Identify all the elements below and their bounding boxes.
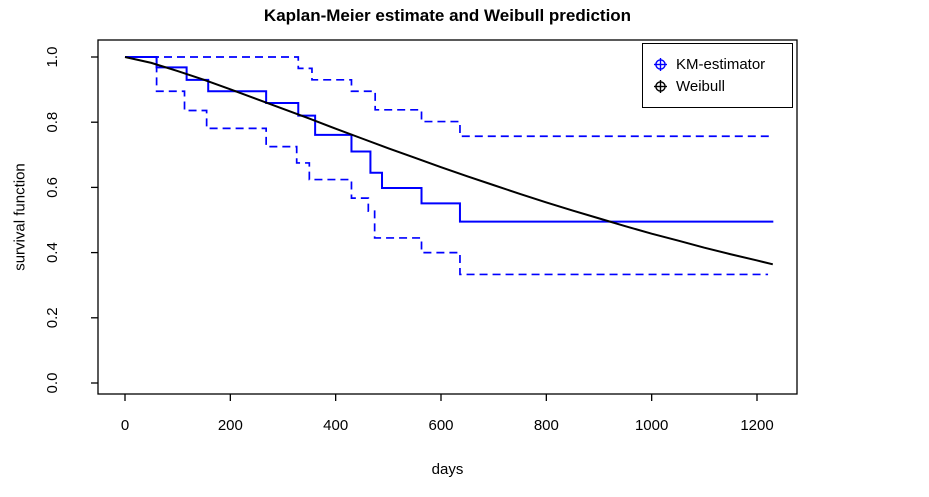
legend-item-weibull: Weibull [653, 75, 792, 97]
plot-border [97, 39, 798, 395]
x-tick-label: 1200 [740, 417, 773, 434]
legend-label: KM-estimator [676, 55, 766, 73]
series-km-ci-lower [125, 56, 769, 276]
y-axis-label: survival function [11, 163, 29, 271]
y-tick-label: 0.6 [44, 177, 61, 198]
x-tick-label: 400 [323, 417, 348, 434]
x-tick-label: 1000 [635, 417, 668, 434]
x-tick-label: 800 [534, 417, 559, 434]
x-tick-label: 600 [428, 417, 453, 434]
y-tick-label: 0.0 [44, 373, 61, 394]
y-tick-label: 0.2 [44, 307, 61, 328]
legend-item-km: KM-estimator [653, 53, 792, 75]
series-weibull [124, 56, 774, 266]
series-km-estimator [125, 56, 774, 223]
y-tick-label: 0.4 [44, 242, 61, 263]
circle-plus-icon [653, 57, 668, 72]
x-tick-label: 0 [121, 417, 129, 434]
series-km-ci-upper [125, 56, 774, 138]
x-axis-label: days [431, 461, 464, 478]
chart-title: Kaplan-Meier estimate and Weibull predic… [263, 6, 632, 25]
y-tick-label: 1.0 [44, 47, 61, 68]
y-tick-label: 0.8 [44, 112, 61, 133]
x-tick-label: 200 [218, 417, 243, 434]
legend: KM-estimator Weibull [642, 43, 793, 108]
legend-label: Weibull [676, 77, 725, 95]
circle-plus-icon [653, 79, 668, 94]
